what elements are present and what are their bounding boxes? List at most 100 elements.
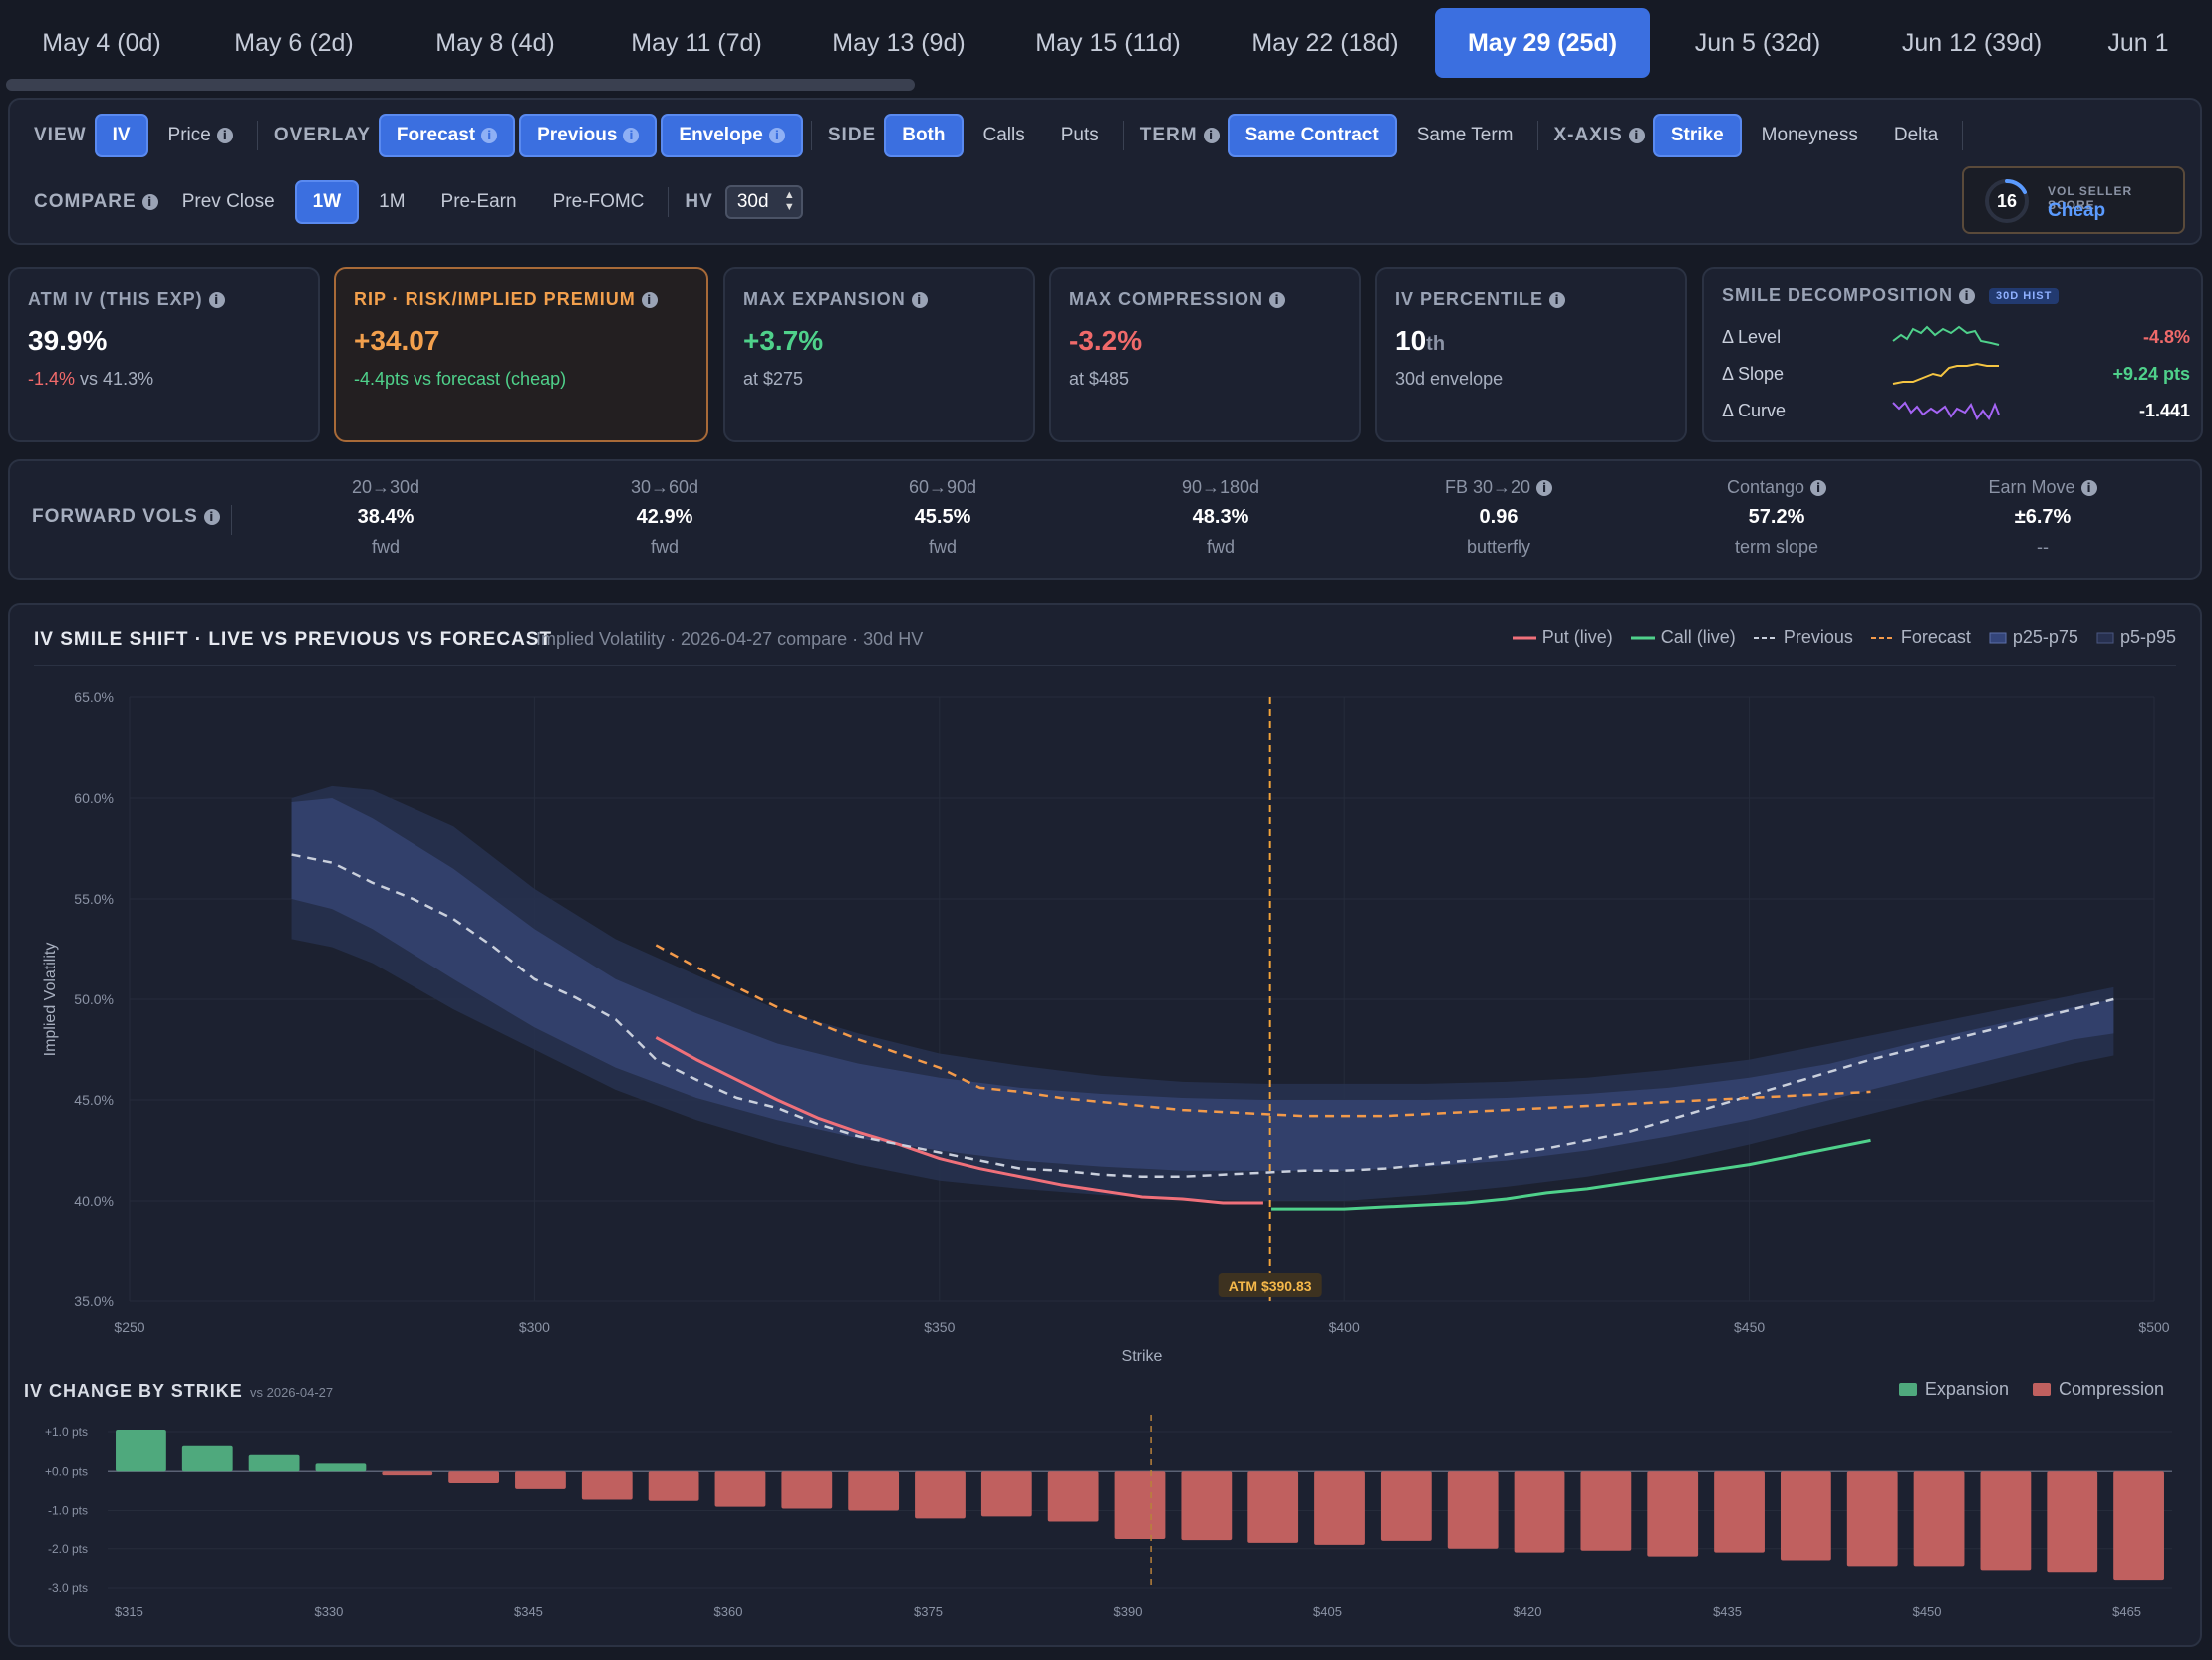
- xaxis-strike-button[interactable]: Strike: [1652, 114, 1742, 157]
- info-icon[interactable]: i: [1536, 479, 1553, 496]
- card-sub: at $275: [743, 369, 804, 389]
- view-label: VIEW: [34, 125, 87, 145]
- expiry-tab[interactable]: May 4 (0d): [42, 29, 161, 57]
- overlay-label: OVERLAY: [273, 125, 371, 145]
- info-icon[interactable]: i: [641, 291, 658, 308]
- band-inner-icon: [1989, 632, 2007, 643]
- compare-label-text: COMPARE: [34, 191, 137, 212]
- legend-label: p5-p95: [2119, 627, 2176, 647]
- legend-compression[interactable]: Compression: [2032, 1379, 2164, 1400]
- expiry-tab[interactable]: Jun 1: [2107, 29, 2169, 57]
- compare-1m-button[interactable]: 1M: [379, 191, 406, 212]
- info-icon[interactable]: i: [768, 128, 785, 143]
- fv-title-text: FORWARD VOLS: [32, 506, 198, 527]
- smile-slope-row: Δ Slope +9.24 pts: [1722, 362, 2190, 392]
- hv-value: 30d: [736, 191, 769, 212]
- legend-p5-p95[interactable]: p5-p95: [2096, 627, 2176, 648]
- legend-call[interactable]: Call (live): [1630, 627, 1736, 648]
- info-icon[interactable]: i: [1203, 128, 1220, 143]
- fv-header-text: 30→60d: [630, 477, 699, 497]
- fv-value: 48.3%: [1192, 506, 1249, 528]
- overlay-previous-button[interactable]: Previous i: [519, 114, 658, 157]
- term-same-contract-button[interactable]: Same Contract: [1227, 114, 1397, 157]
- expiry-tab[interactable]: Jun 12 (39d): [1901, 29, 2043, 57]
- info-icon[interactable]: i: [1269, 291, 1286, 308]
- xaxis-moneyness-button[interactable]: Moneyness: [1761, 125, 1858, 145]
- fv-value: 45.5%: [914, 506, 971, 528]
- smile-decomposition-card: SMILE DECOMPOSITION i 30D HIST Δ Level -4.…: [1702, 267, 2203, 442]
- compare-pre-earn-button[interactable]: Pre-Earn: [440, 191, 517, 212]
- legend-label: Compression: [2058, 1379, 2164, 1399]
- view-price-button[interactable]: Price i: [152, 114, 249, 157]
- expiry-tab[interactable]: May 11 (7d): [631, 29, 762, 57]
- percentile-suffix: th: [1426, 333, 1446, 355]
- info-icon[interactable]: i: [203, 509, 220, 525]
- fv-header: Earn Move i: [1943, 477, 2142, 498]
- fv-header: FB 30→20 i: [1399, 477, 1598, 498]
- card-title: SMILE DECOMPOSITION i 30D HIST: [1722, 285, 2060, 306]
- chart-subtitle: Implied Volatility · 2026-04-27 compare …: [536, 629, 924, 649]
- side-both-button[interactable]: Both: [884, 114, 964, 157]
- select-arrows-icon: ▲ ▼: [783, 189, 795, 213]
- row-value: -1.441: [2138, 401, 2190, 420]
- legend-forecast[interactable]: Forecast: [1870, 627, 1971, 648]
- info-icon[interactable]: i: [911, 291, 928, 308]
- compare-1w-button[interactable]: 1W: [294, 180, 360, 224]
- bars-title: IV CHANGE BY STRIKE: [24, 1381, 243, 1401]
- info-icon[interactable]: i: [1628, 128, 1645, 143]
- level-sparkline: [1892, 325, 2000, 346]
- side-calls-button[interactable]: Calls: [982, 125, 1025, 145]
- score-value: 16: [1996, 191, 2018, 211]
- iv-percentile-card: IV PERCENTILE i 10th 30d envelope: [1375, 267, 1687, 442]
- xaxis-delta-button[interactable]: Delta: [1893, 125, 1939, 145]
- fv-value: 42.9%: [636, 506, 693, 528]
- expiry-tab[interactable]: May 6 (2d): [234, 29, 354, 57]
- info-icon[interactable]: i: [2080, 479, 2097, 496]
- compare-pre-fomc-button[interactable]: Pre-FOMC: [552, 191, 645, 212]
- hist-badge: 30D HIST: [1989, 287, 2060, 304]
- info-icon[interactable]: i: [1810, 479, 1827, 496]
- side-puts-button[interactable]: Puts: [1060, 125, 1099, 145]
- fv-header-text: Contango: [1726, 477, 1805, 497]
- expiry-tab[interactable]: May 15 (11d): [1035, 29, 1181, 57]
- chart-legend: Put (live) Call (live) Previous Forecast…: [1495, 627, 2176, 648]
- card-title: MAX COMPRESSION i: [1069, 289, 1286, 310]
- control-panel: VIEW IV Price i OVERLAY Forecast i Previou…: [8, 98, 2202, 245]
- card-sub: -4.4pts vs forecast (cheap): [354, 369, 567, 389]
- overlay-forecast-button[interactable]: Forecast i: [378, 114, 516, 157]
- view-iv-button[interactable]: IV: [94, 114, 148, 157]
- expiry-tab[interactable]: Jun 5 (32d): [1694, 29, 1821, 57]
- info-icon[interactable]: i: [141, 194, 158, 210]
- legend-expansion[interactable]: Expansion: [1898, 1379, 2009, 1400]
- expiry-tab[interactable]: May 8 (4d): [435, 29, 555, 57]
- legend-previous[interactable]: Previous: [1753, 627, 1853, 648]
- forward-vols-panel: FORWARD VOLS i 20→30d 38.4% fwd 30→60d 42.9% f…: [8, 459, 2202, 580]
- fv-header-text: 90→180d: [1181, 477, 1260, 497]
- legend-put[interactable]: Put (live): [1512, 627, 1613, 648]
- term-label: TERM i: [1140, 125, 1220, 146]
- forecast-line-icon: [1870, 636, 1895, 639]
- expiry-tab[interactable]: May 22 (18d): [1251, 29, 1399, 57]
- score-rating: Cheap: [2048, 200, 2106, 221]
- expiry-tab[interactable]: May 13 (9d): [832, 29, 966, 57]
- fv-sub: butterfly: [1466, 537, 1531, 557]
- compare-prev-close-button[interactable]: Prev Close: [181, 191, 275, 212]
- info-icon[interactable]: i: [481, 128, 498, 143]
- info-icon[interactable]: i: [623, 128, 640, 143]
- hv-select[interactable]: 30d ▲ ▼: [724, 185, 803, 219]
- fv-header-text: FB 30→20: [1444, 477, 1531, 497]
- overlay-envelope-button[interactable]: Envelope i: [661, 114, 803, 157]
- legend-p25-p75[interactable]: p25-p75: [1989, 627, 2078, 648]
- info-icon[interactable]: i: [1549, 291, 1566, 308]
- expiry-scrollbar[interactable]: [6, 79, 915, 91]
- legend-label: Put (live): [1541, 627, 1613, 647]
- expiry-tab[interactable]: May 29 (25d): [1435, 8, 1650, 78]
- term-same-term-button[interactable]: Same Term: [1416, 125, 1514, 145]
- info-icon[interactable]: i: [216, 128, 233, 143]
- forward-vol-item: Earn Move i ±6.7% --: [1943, 477, 2142, 558]
- card-sub: at $485: [1069, 369, 1130, 389]
- divider: [1536, 121, 1538, 150]
- card-title-text: ATM IV (THIS EXP): [28, 289, 203, 309]
- info-icon[interactable]: i: [208, 291, 225, 308]
- info-icon[interactable]: i: [1959, 287, 1976, 304]
